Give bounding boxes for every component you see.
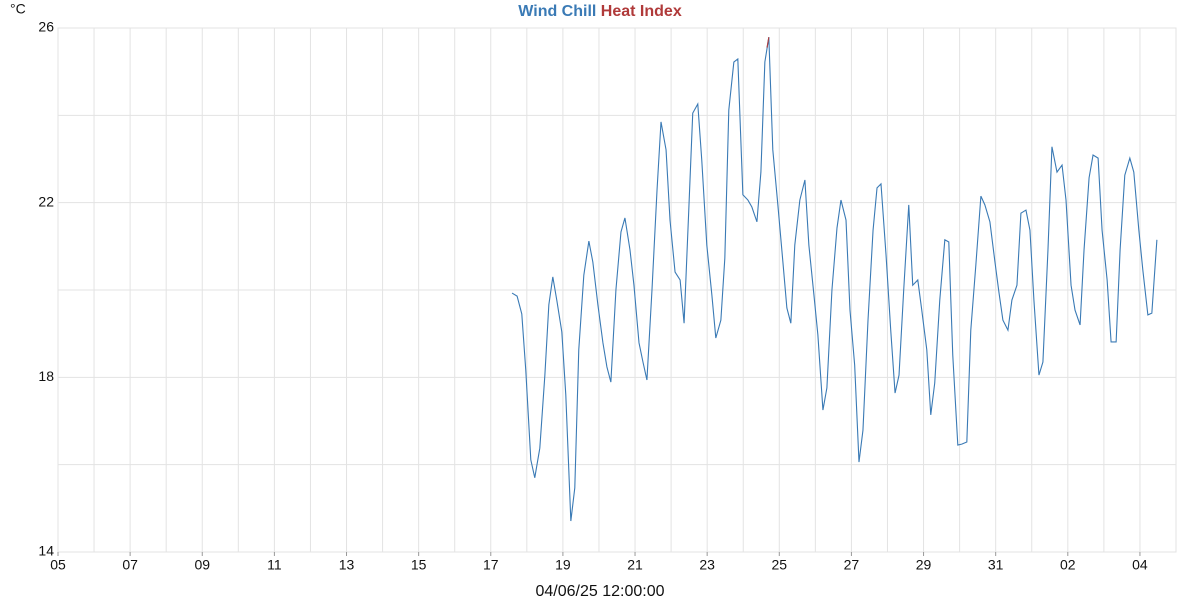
legend-entry: Heat Index	[601, 3, 682, 20]
y-tick-label: 26	[38, 19, 54, 35]
x-tick-label: 13	[339, 557, 355, 573]
x-tick-label: 27	[844, 557, 860, 573]
y-tick-label: 22	[38, 193, 54, 209]
x-tick-label: 29	[916, 557, 932, 573]
x-tick-label: 15	[411, 557, 427, 573]
y-tick-label: 14	[38, 543, 54, 559]
y-axis-label: °C	[10, 1, 26, 17]
x-tick-label: 04	[1132, 557, 1148, 573]
x-tick-label: 09	[194, 557, 210, 573]
x-tick-label: 19	[555, 557, 571, 573]
y-tick-label: 18	[38, 368, 54, 384]
series-line	[511, 37, 1158, 522]
x-axis-label: 04/06/25 12:00:00	[535, 583, 664, 600]
x-tick-label: 11	[267, 557, 282, 573]
x-tick-label: 17	[483, 557, 499, 573]
x-tick-label: 31	[988, 557, 1004, 573]
x-tick-label: 07	[122, 557, 138, 573]
x-tick-label: 25	[772, 557, 788, 573]
x-tick-label: 23	[699, 557, 715, 573]
x-tick-label: 21	[627, 557, 643, 573]
series-line	[766, 37, 770, 48]
legend-entry: Wind Chill	[518, 3, 596, 20]
x-tick-label: 02	[1060, 557, 1076, 573]
legend: Wind Chill Heat Index	[518, 3, 682, 20]
x-tick-label: 05	[50, 557, 66, 573]
